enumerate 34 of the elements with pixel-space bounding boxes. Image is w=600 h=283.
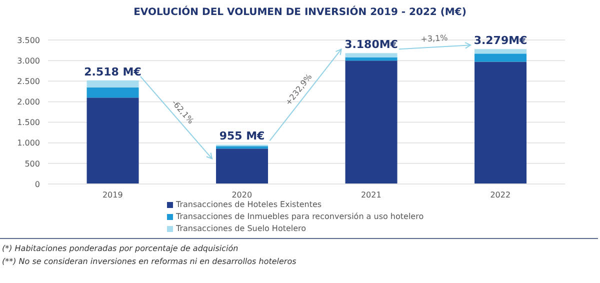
legend-label: Transacciones de Hoteles Existentes — [176, 199, 322, 211]
y-tick-label: 500 — [24, 159, 40, 168]
total-label: 2.518 M€ — [84, 65, 142, 78]
y-tick-label: 0 — [34, 180, 40, 189]
bar — [345, 53, 398, 58]
annotation: +3,1% — [420, 33, 448, 44]
bar — [345, 57, 398, 61]
bar — [86, 98, 139, 184]
x-tick-label: 2019 — [102, 190, 123, 200]
legend-label: Transacciones de Inmuebles para reconversión a uso hotelero — [176, 211, 424, 223]
bar — [86, 80, 139, 88]
text: (**) No se consideran inversiones en reformas ni en desarrollos hoteleros — [2, 256, 296, 268]
bar — [86, 87, 139, 98]
total-label: 955 M€ — [219, 130, 265, 143]
x-tick-label: 2020 — [232, 190, 252, 200]
bar — [345, 60, 398, 184]
bar — [474, 62, 527, 184]
total-label: 3.279M€ — [474, 34, 528, 48]
bar — [474, 54, 527, 62]
total-label: 3.180M€ — [344, 38, 398, 52]
x-tick-label: 2022 — [490, 190, 511, 200]
y-tick-label: 1.000 — [17, 138, 40, 148]
text: (*) Habitaciones ponderadas por porcentaje de adquisición — [2, 243, 240, 255]
y-tick-label: 3.000 — [17, 56, 40, 66]
bar — [216, 148, 268, 184]
y-tick-label: 3.500 — [17, 36, 40, 45]
bar — [216, 146, 268, 149]
legend-label: Transacciones de Suelo Hotelero — [176, 223, 306, 235]
y-tick-label: 2.500 — [17, 76, 40, 86]
chart-title: EVOLUCIÓN DEL VOLUMEN DE INVERSIÓN 2019 - 2022 (M€) — [132, 7, 468, 18]
x-tick-label: 2021 — [360, 190, 382, 200]
bar — [474, 49, 527, 54]
y-tick-label: 2.000 — [17, 98, 40, 107]
y-tick-label: 1.500 — [17, 118, 40, 128]
